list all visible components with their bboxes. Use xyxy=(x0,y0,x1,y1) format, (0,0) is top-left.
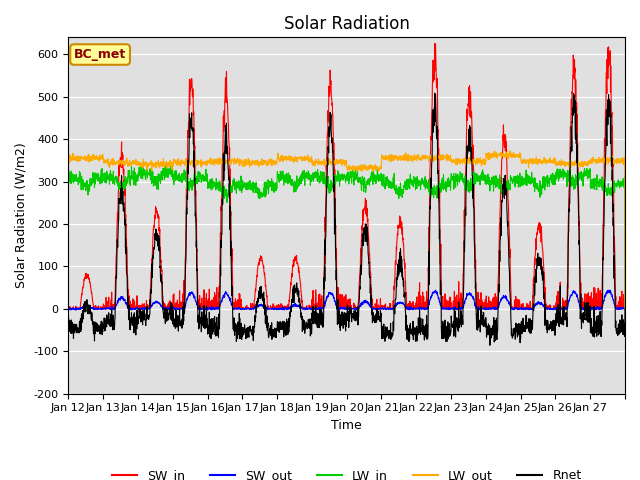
LW_in xyxy=(546,178,554,183)
Line: Rnet: Rnet xyxy=(68,93,625,345)
SW_in xyxy=(120,178,128,183)
X-axis label: Time: Time xyxy=(332,419,362,432)
LW_out xyxy=(506,148,514,154)
LW_in xyxy=(613,179,621,185)
LW_out xyxy=(515,155,522,160)
LW_out xyxy=(240,159,248,165)
LW_in xyxy=(140,159,147,165)
SW_in xyxy=(380,306,388,312)
LW_out xyxy=(613,160,621,166)
LW_out xyxy=(621,306,629,312)
SW_out xyxy=(614,307,621,312)
Legend: SW_in, SW_out, LW_in, LW_out, Rnet: SW_in, SW_out, LW_in, LW_out, Rnet xyxy=(107,464,587,480)
Y-axis label: Solar Radiation (W/m2): Solar Radiation (W/m2) xyxy=(15,143,28,288)
SW_in xyxy=(241,306,248,312)
SW_in xyxy=(621,306,629,312)
SW_in xyxy=(65,305,72,311)
SW_in xyxy=(546,303,554,309)
Rnet xyxy=(65,327,72,333)
SW_out xyxy=(515,305,522,311)
Line: SW_in: SW_in xyxy=(68,43,625,309)
SW_in xyxy=(431,40,438,46)
LW_in xyxy=(65,176,72,181)
SW_out xyxy=(120,298,128,303)
Rnet xyxy=(486,342,493,348)
Rnet xyxy=(546,322,554,327)
Rnet xyxy=(240,330,248,336)
Rnet xyxy=(120,208,128,214)
SW_out xyxy=(621,305,629,311)
SW_out xyxy=(65,306,72,312)
LW_in xyxy=(120,182,128,188)
LW_out xyxy=(546,157,554,163)
SW_in xyxy=(614,306,621,312)
Title: Solar Radiation: Solar Radiation xyxy=(284,15,410,33)
Rnet xyxy=(614,326,621,332)
Line: SW_out: SW_out xyxy=(68,290,625,310)
SW_out xyxy=(241,306,248,312)
LW_in xyxy=(621,306,629,312)
Rnet xyxy=(431,90,438,96)
SW_in xyxy=(65,306,72,312)
SW_out xyxy=(546,307,554,312)
SW_out xyxy=(127,307,135,313)
LW_in xyxy=(380,184,388,190)
SW_out xyxy=(380,306,388,312)
Rnet xyxy=(380,336,388,341)
LW_out xyxy=(380,154,388,160)
LW_in xyxy=(515,184,522,190)
Text: BC_met: BC_met xyxy=(74,48,126,61)
LW_out xyxy=(120,162,128,168)
LW_out xyxy=(65,155,72,160)
Line: LW_in: LW_in xyxy=(68,162,625,309)
SW_in xyxy=(515,306,522,312)
Rnet xyxy=(621,306,629,312)
LW_in xyxy=(241,180,248,185)
SW_out xyxy=(605,288,613,293)
Rnet xyxy=(515,327,522,333)
Line: LW_out: LW_out xyxy=(68,151,625,309)
